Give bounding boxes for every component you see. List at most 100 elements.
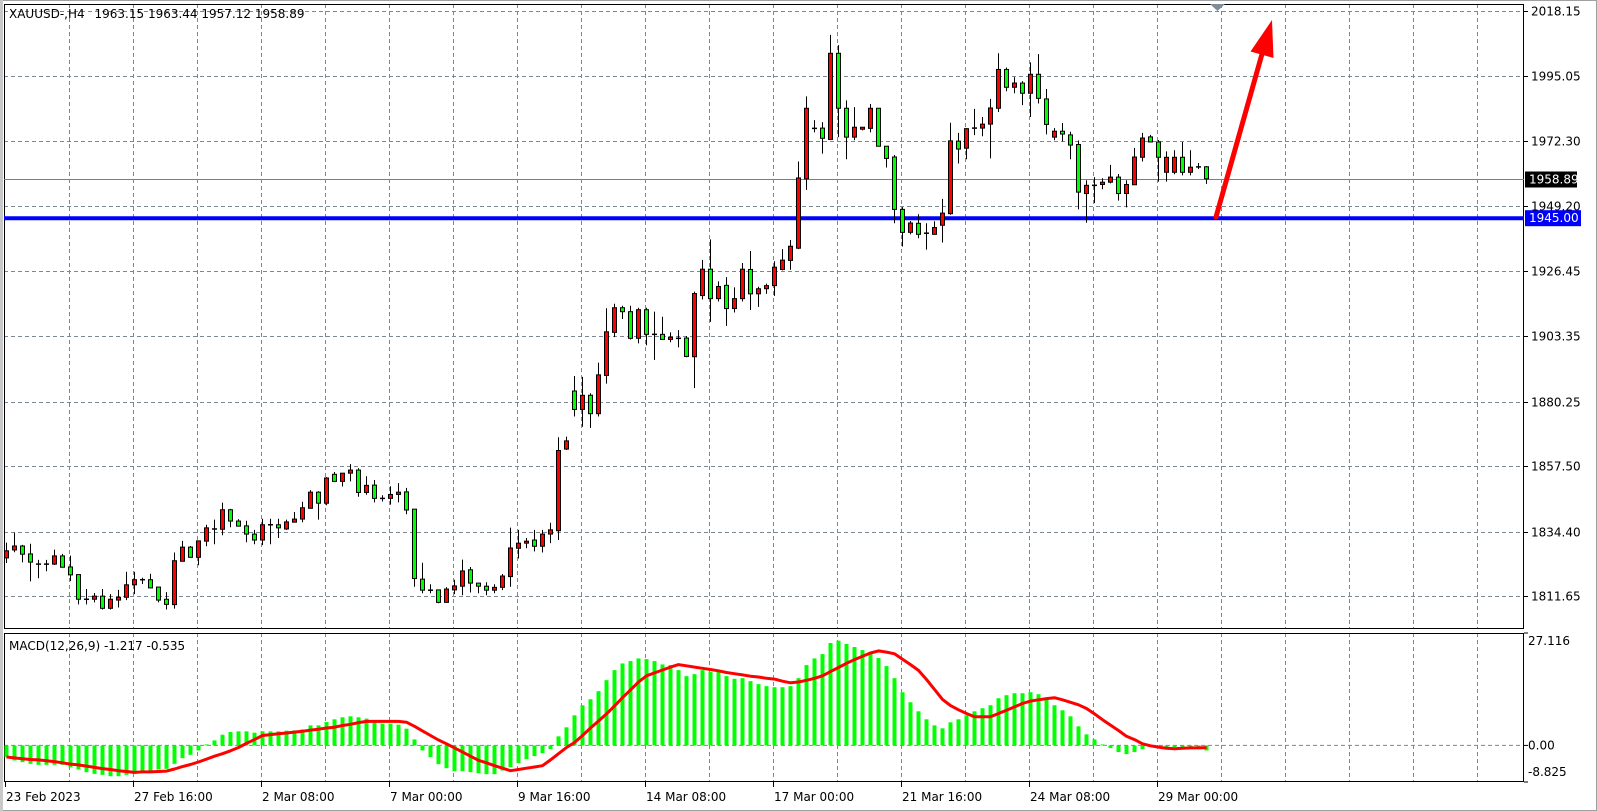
candle: [780, 249, 785, 271]
candle: [308, 490, 313, 509]
macd-histogram-bar: [396, 724, 401, 746]
candle-body-down: [1156, 141, 1161, 158]
candle: [60, 553, 65, 568]
price-axis-label: 1903.35: [1531, 330, 1581, 344]
candle: [364, 476, 369, 495]
candle-body-up: [108, 598, 113, 609]
macd-histogram-bar: [84, 745, 89, 773]
candle: [468, 566, 473, 593]
time-axis-label: 27 Feb 16:00: [134, 790, 213, 804]
candle-body-up: [740, 268, 745, 300]
candle-body-up: [204, 527, 209, 542]
candle-body-up: [492, 586, 497, 591]
candle-body-up: [132, 579, 137, 586]
candle: [108, 594, 113, 610]
macd-histogram-bar: [1028, 692, 1033, 746]
macd-histogram-bar: [1164, 745, 1169, 748]
candle: [1132, 147, 1137, 186]
candle: [836, 45, 841, 138]
candle-body-down: [660, 333, 665, 340]
candle: [1076, 140, 1081, 210]
candle-body-down: [68, 566, 73, 576]
candle-body-up: [932, 227, 937, 235]
macd-histogram-bar: [860, 650, 865, 746]
candle: [628, 305, 633, 340]
candle-body-up: [1188, 166, 1193, 173]
candle: [644, 307, 649, 346]
candle-body-down: [356, 469, 361, 493]
candle: [1164, 151, 1169, 182]
candle-body-up: [828, 52, 833, 140]
candle-body-down: [684, 337, 689, 357]
macd-histogram-bar: [28, 745, 33, 764]
candle-body-up: [940, 212, 945, 226]
price-axis-label: 1880.25: [1531, 396, 1581, 410]
macd-histogram-bar: [508, 745, 513, 768]
candle: [92, 593, 97, 603]
candle: [916, 214, 921, 239]
macd-histogram-bar: [636, 658, 641, 746]
macd-histogram-bar: [516, 745, 521, 764]
macd-histogram-bar: [1004, 695, 1009, 746]
macd-panel[interactable]: [4, 633, 1524, 782]
window-left-edge: [0, 0, 3, 811]
macd-histogram-bar: [364, 718, 369, 746]
candle-body-down: [892, 156, 897, 210]
candle-body-up: [772, 266, 777, 287]
macd-histogram-bar: [580, 705, 585, 746]
macd-histogram-bar: [764, 686, 769, 746]
candle-body-down: [708, 268, 713, 300]
chart-shift-marker-icon[interactable]: [1210, 4, 1225, 11]
candle-body-up: [804, 107, 809, 180]
macd-histogram-bar: [660, 664, 665, 746]
macd-signal-value: -0.535: [146, 639, 185, 653]
candle: [220, 502, 225, 536]
candle: [668, 332, 673, 343]
candle-body-down: [644, 309, 649, 335]
candle: [1052, 128, 1057, 141]
candle-body-up: [444, 588, 449, 603]
candle: [228, 508, 233, 528]
time-axis-label: 29 Mar 00:00: [1158, 790, 1238, 804]
candle: [460, 559, 465, 596]
candle: [52, 549, 57, 565]
candle: [676, 330, 681, 348]
candle-body-down: [1068, 134, 1073, 146]
candle-body-up: [524, 540, 529, 544]
macd-histogram-bar: [4, 745, 9, 758]
candle: [244, 520, 249, 543]
candle-body-up: [308, 491, 313, 509]
macd-histogram-bar: [340, 717, 345, 746]
candle: [820, 122, 825, 154]
candle-body-down: [1204, 166, 1209, 180]
candle-body-down: [748, 268, 753, 295]
macd-histogram-bar: [140, 745, 145, 773]
macd-histogram-bar: [52, 745, 57, 765]
macd-histogram-bar: [260, 731, 265, 746]
macd-axis-label: 0.00: [1528, 738, 1555, 752]
macd-histogram-bar: [1012, 693, 1017, 746]
trend-arrow[interactable]: [1213, 20, 1274, 220]
candle-body-down: [276, 524, 281, 529]
candle-body-up: [1084, 184, 1089, 195]
candle: [884, 145, 889, 168]
candle: [1172, 150, 1177, 175]
macd-main-value: -1.217: [104, 639, 143, 653]
candle-body-down: [404, 491, 409, 511]
candle: [716, 281, 721, 302]
time-axis-label: 23 Feb 2023: [6, 790, 81, 804]
price-axis-label: 2018.15: [1531, 5, 1581, 19]
macd-histogram-bar: [196, 745, 201, 751]
candle: [1156, 139, 1161, 182]
macd-histogram-bar: [804, 665, 809, 746]
candle-body-down: [1044, 98, 1049, 125]
macd-histogram-bar: [1124, 745, 1129, 755]
candle: [900, 207, 905, 247]
candle-body-up: [284, 521, 289, 530]
candle-body-up: [988, 107, 993, 125]
chart-info-label: XAUUSD-,H4 1963.15 1963.44 1957.12 1958.…: [9, 7, 304, 21]
candle: [540, 529, 545, 553]
main-price-panel[interactable]: [4, 4, 1524, 629]
candle-body-up: [220, 509, 225, 530]
